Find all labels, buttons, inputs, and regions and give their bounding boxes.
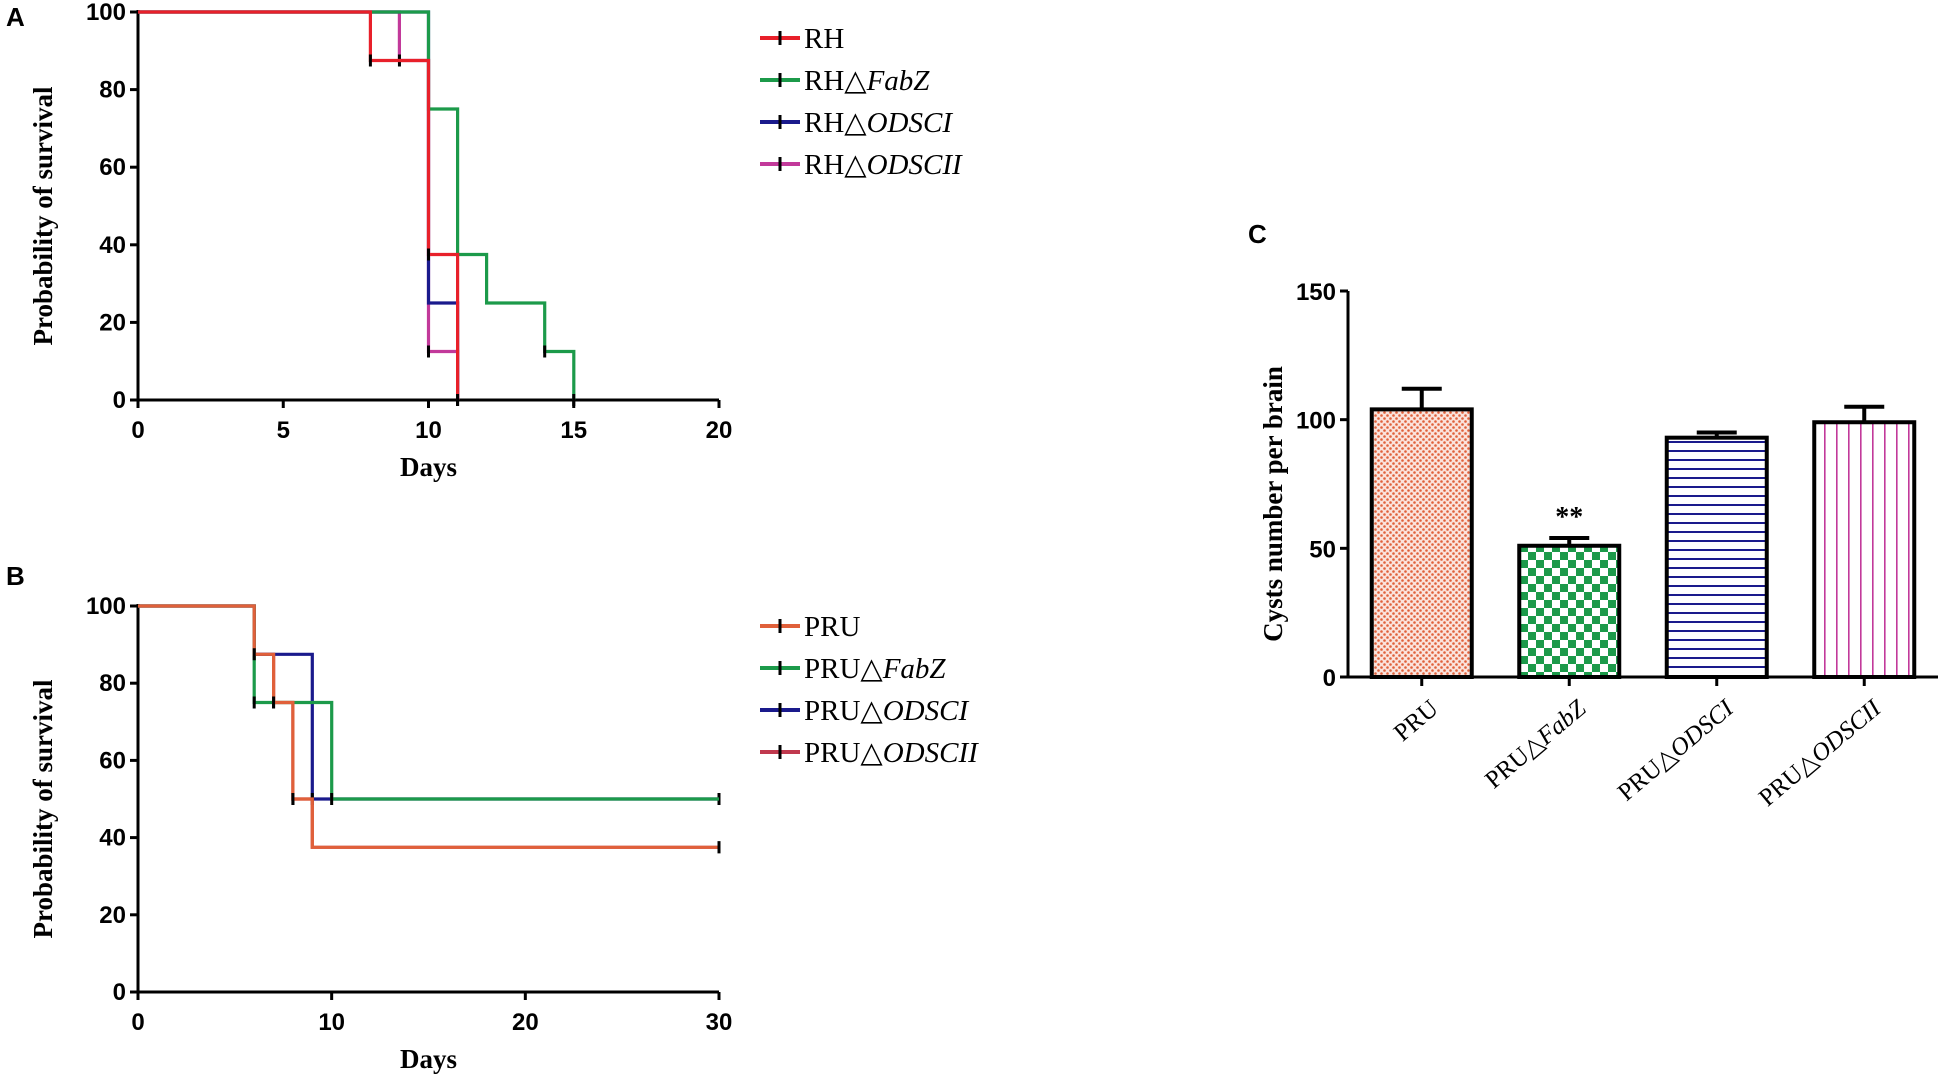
a-y-tick-label: 0 [113,387,126,414]
c-bar [1812,420,1917,679]
c-bar [1369,407,1474,679]
b-series-line [138,604,719,801]
a-y-tick-label: 20 [99,309,126,336]
c-category-label: PRU△ODSCII [1754,694,1887,812]
b-legend-label: PRU△ODSCI [804,695,969,727]
c-category-label: PRU△FabZ [1480,694,1592,794]
panel-label-a: A [6,2,25,32]
b-y-tick-label: 40 [99,825,126,852]
cyst-bar-chart-c: 0 50 100 150 Cysts number per brain PRU ** PRU△… [1258,279,1938,812]
b-y-axis-title: Probability of survival [28,679,58,939]
a-y-tick-label: 60 [99,154,126,181]
c-bar [1664,435,1769,679]
b-series-line [138,604,719,801]
a-x-tick-label: 5 [277,417,290,444]
a-series-line [138,10,576,400]
c-category-label: PRU△ODSCI [1613,694,1740,807]
c-y-tick-label: 100 [1296,408,1336,435]
a-y-tick-label: 100 [86,0,126,26]
a-y-axis-title: Probability of survival [28,86,58,346]
a-x-tick-label: 15 [560,417,587,444]
b-y-tick-label: 60 [99,747,126,774]
a-legend-label: RH△FabZ [804,65,930,97]
survival-chart-a: 0 20 40 60 80 100 0 5 10 15 20 Days Probability of s… [28,0,963,482]
b-x-axis-title: Days [400,1044,457,1074]
b-legend-label: PRU△ODSCII [804,737,979,769]
b-x-tick-label: 10 [318,1009,345,1036]
a-series-line [138,10,460,400]
survival-chart-b: 0 20 40 60 80 100 0 10 20 30 Days Probability of su… [28,593,979,1074]
b-series-line [138,604,719,849]
b-y-tick-label: 20 [99,902,126,929]
c-y-tick-label: 0 [1323,665,1336,692]
b-legend-label: PRU△FabZ [804,653,946,685]
a-y-tick-label: 80 [99,77,126,104]
c-bar [1517,543,1622,680]
c-y-tick-label: 150 [1296,279,1336,306]
b-y-tick-label: 80 [99,670,126,697]
a-x-axis-title: Days [400,452,457,482]
a-series-line [138,10,460,400]
b-series-line [138,604,719,849]
c-significance-label: ** [1555,502,1583,533]
a-legend-label: RH△ODSCII [804,149,963,181]
b-legend-label: PRU [804,611,860,643]
panel-label-c: C [1248,219,1267,249]
b-y-tick-label: 100 [86,593,126,620]
panel-label-b: B [6,561,25,591]
c-category-label: PRU [1389,695,1444,747]
a-x-tick-label: 20 [706,417,733,444]
a-y-tick-label: 40 [99,232,126,259]
b-x-tick-label: 20 [512,1009,539,1036]
a-x-tick-label: 10 [415,417,442,444]
b-y-tick-label: 0 [113,979,126,1006]
b-x-tick-label: 0 [131,1009,144,1036]
a-legend-label: RH [804,23,844,55]
a-x-tick-label: 0 [131,417,144,444]
b-x-tick-label: 30 [706,1009,733,1036]
c-y-tick-label: 50 [1309,536,1336,563]
a-series-line [138,10,460,400]
c-y-axis-title: Cysts number per brain [1258,366,1288,642]
a-legend-label: RH△ODSCI [804,107,953,139]
